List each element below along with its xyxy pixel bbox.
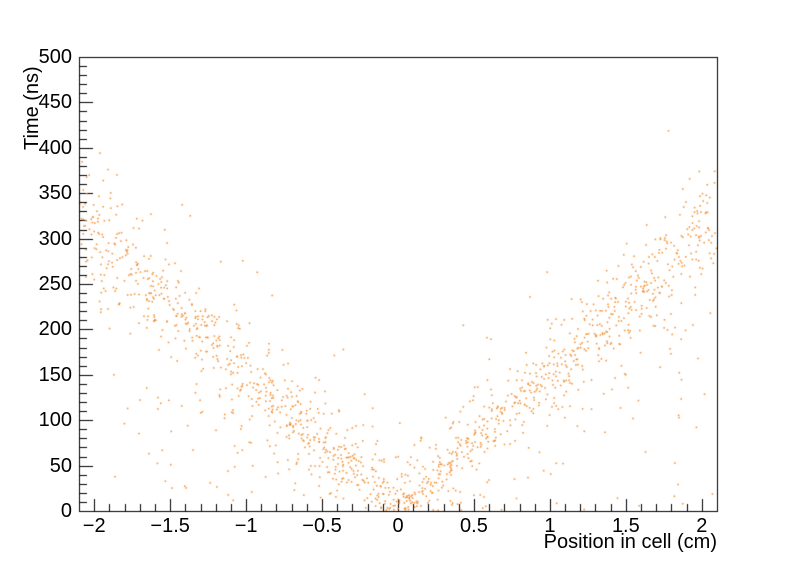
y-tick-label: 450 [38,91,72,114]
y-tick-label: 100 [38,409,72,432]
y-tick-label: 300 [38,227,72,250]
y-tick-label: 200 [38,318,72,341]
y-tick-label: 400 [38,136,72,159]
x-tick-label: 0 [392,515,404,537]
x-tick-label: 2 [696,515,708,537]
y-axis-title: Time (ns) [21,66,43,150]
y-tick-label: 350 [38,182,72,205]
y-tick-label: 0 [60,500,72,522]
x-tick-label: 0.5 [460,515,488,537]
x-tick-label: −1.5 [150,515,190,537]
x-tick-label: −2 [82,515,106,537]
x-tick-label: −1 [234,515,258,537]
y-tick-label: 50 [49,454,72,477]
y-tick-label: 250 [38,273,72,295]
x-tick-label: −0.5 [302,515,342,537]
y-tick-label: 150 [38,363,72,386]
x-tick-label: 1.5 [611,515,640,537]
x-tick-label: 1 [544,515,556,537]
y-tick-label: 500 [38,46,72,68]
x-axis-title: Position in cell (cm) [543,531,717,553]
